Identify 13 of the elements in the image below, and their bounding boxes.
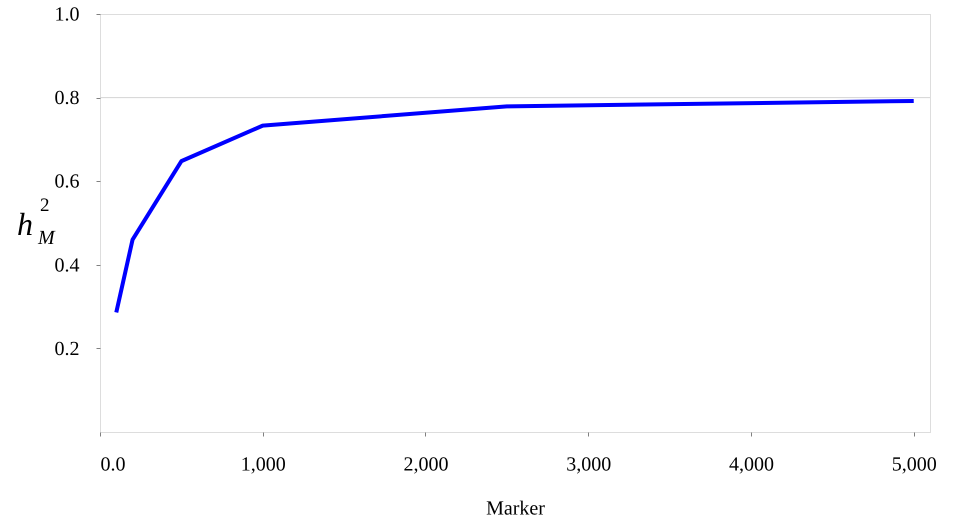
y-tick-label: 0.8 bbox=[54, 87, 80, 110]
x-tick-label: 0.0 bbox=[100, 454, 126, 476]
x-tick-label: 1,000 bbox=[240, 454, 286, 476]
y-tick-label: 0.2 bbox=[54, 338, 80, 360]
x-tick-label: 2,000 bbox=[403, 454, 448, 476]
x-tick-label: 4,000 bbox=[728, 454, 774, 476]
y-tick-label: 0.6 bbox=[54, 170, 80, 193]
x-tick-label: 5,000 bbox=[892, 454, 937, 476]
line-series bbox=[114, 98, 916, 314]
y-tick-label: 1.0 bbox=[54, 4, 80, 26]
x-axis-title: Marker bbox=[486, 498, 546, 520]
y-tick-label: 0.4 bbox=[54, 254, 80, 276]
x-tick-label: 3,000 bbox=[566, 454, 612, 476]
